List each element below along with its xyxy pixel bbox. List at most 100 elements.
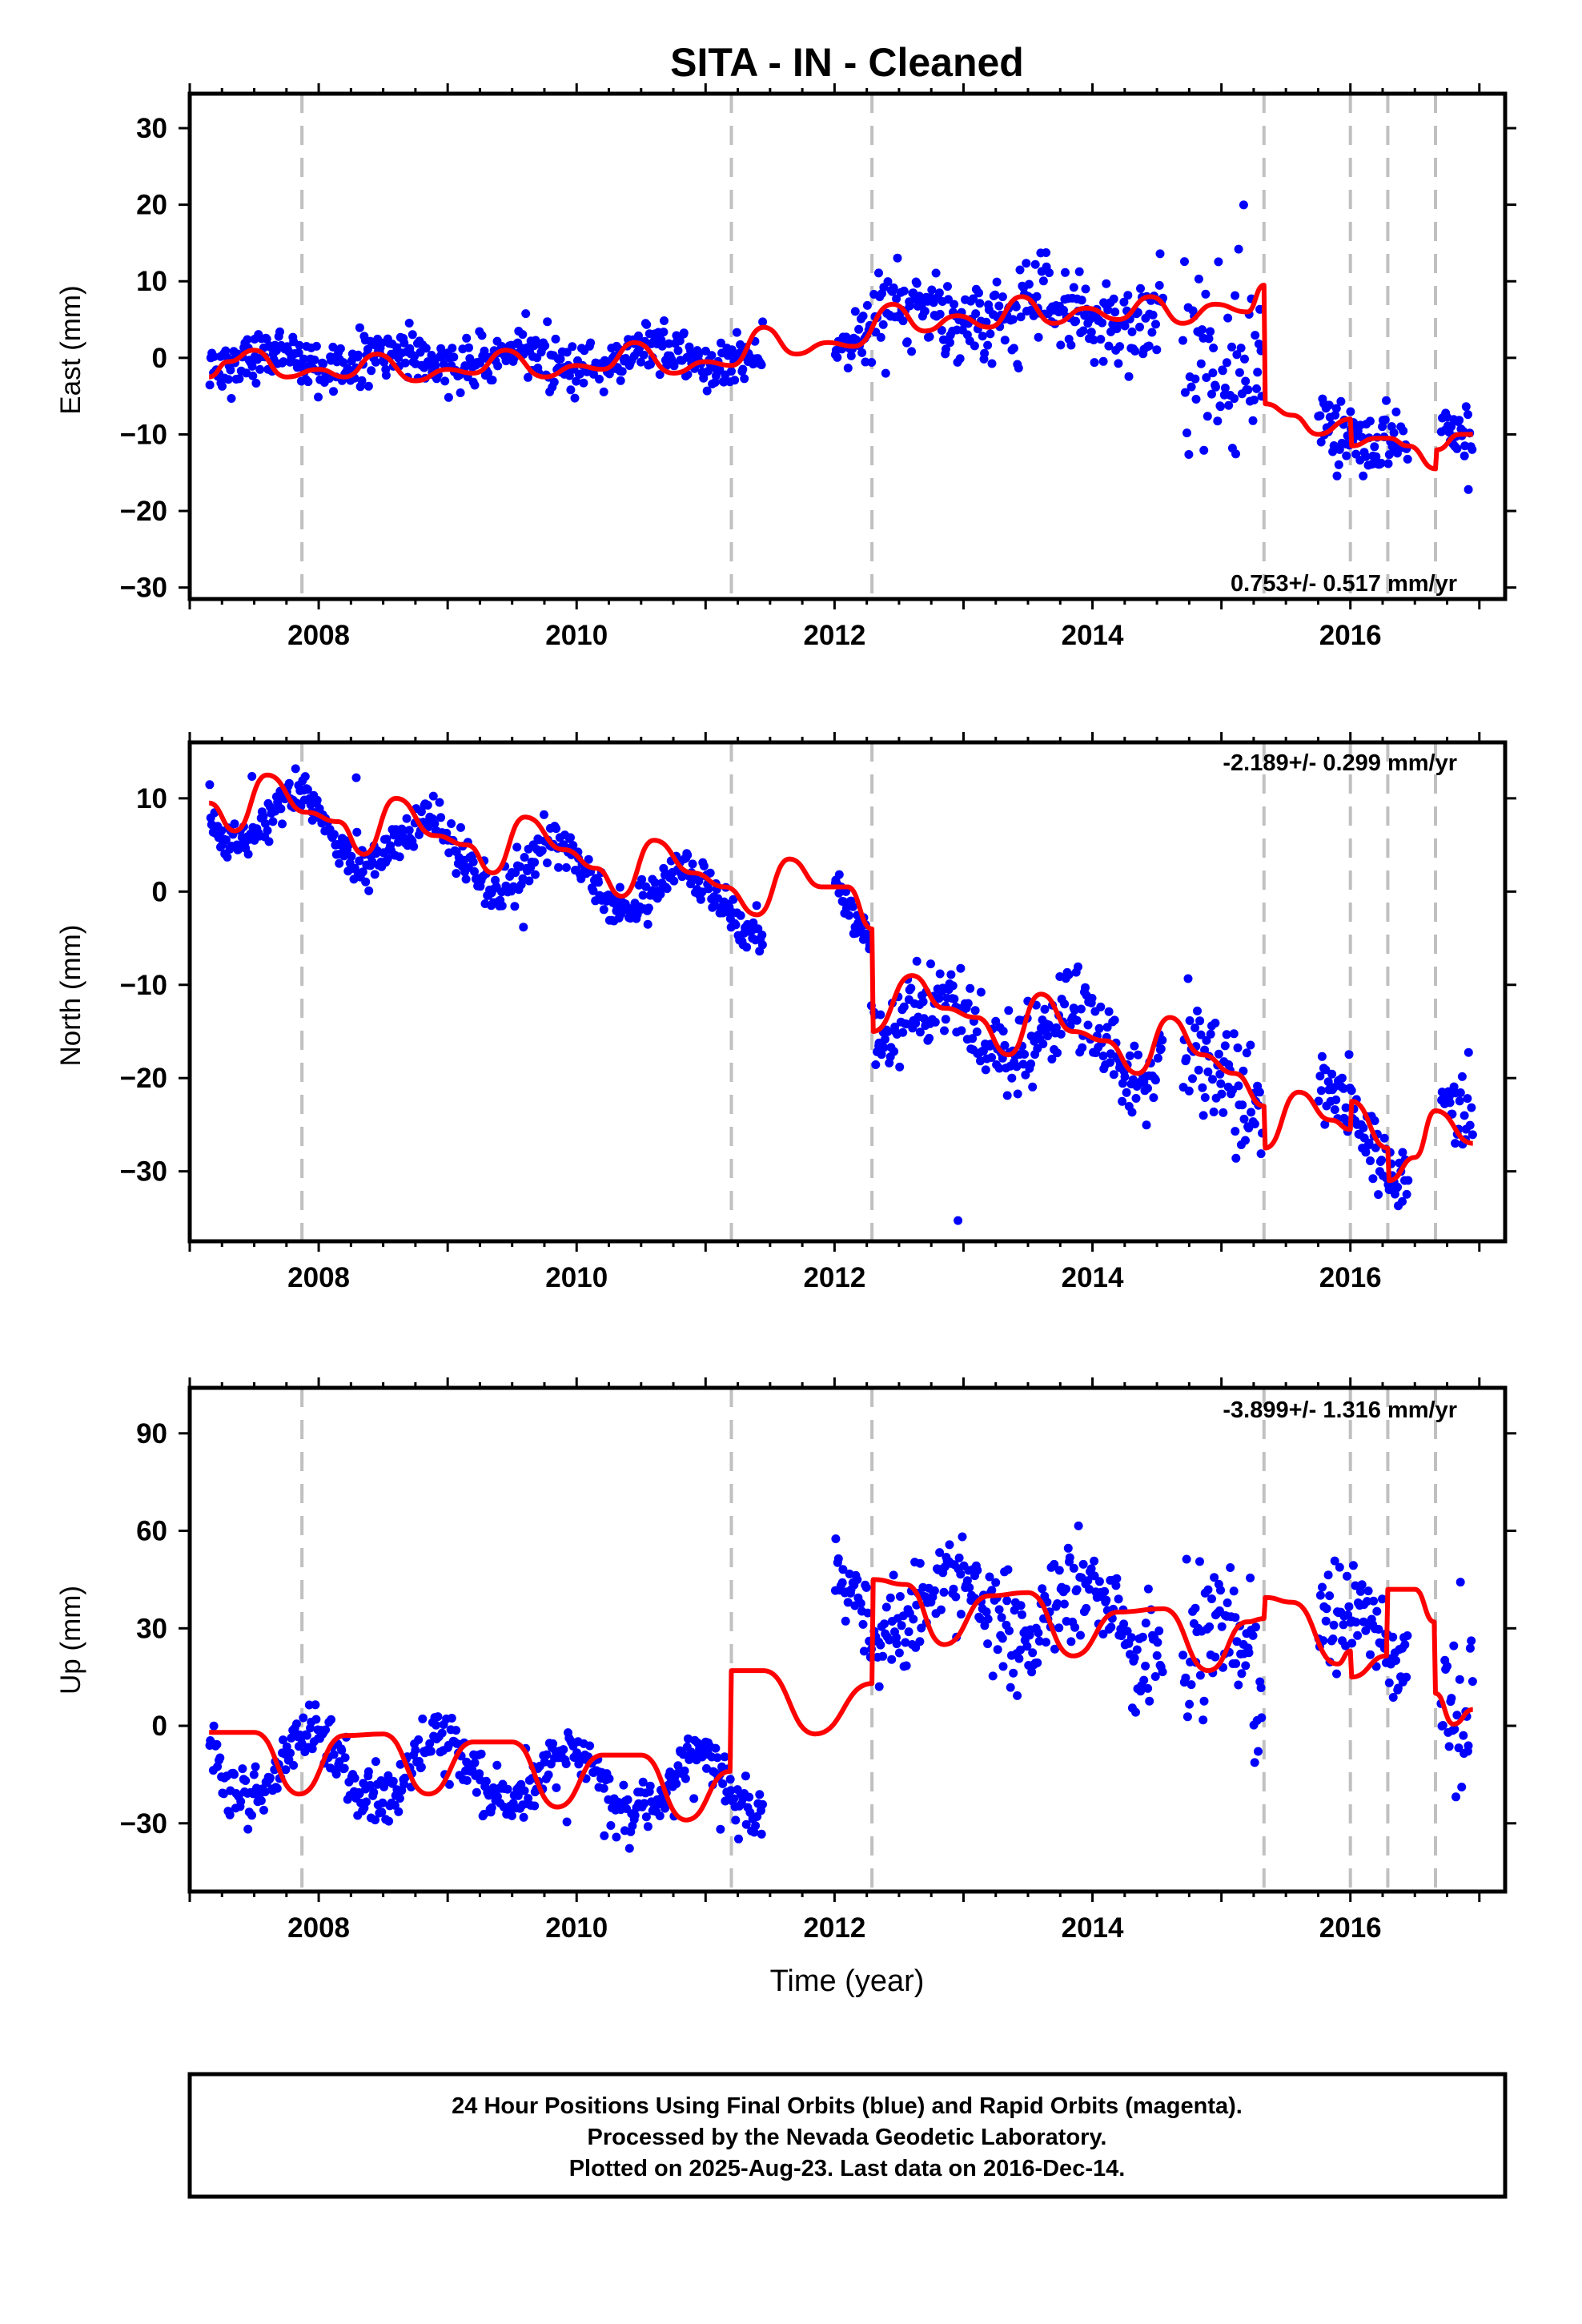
data-point	[414, 1735, 424, 1744]
data-point	[859, 1647, 869, 1656]
data-point	[1467, 1636, 1476, 1646]
data-point	[1247, 1108, 1256, 1117]
data-point	[980, 348, 990, 358]
data-point	[1141, 1618, 1150, 1628]
data-point	[885, 1593, 895, 1602]
data-point	[447, 1714, 456, 1723]
data-point	[925, 1033, 934, 1043]
data-point	[898, 316, 908, 326]
data-point	[559, 1745, 568, 1755]
data-point	[854, 324, 864, 334]
data-point	[1331, 1095, 1341, 1104]
data-point	[992, 277, 1002, 287]
data-point	[623, 1795, 632, 1804]
data-point	[753, 924, 763, 934]
data-point	[876, 332, 885, 342]
data-point	[1325, 1591, 1335, 1601]
data-point	[264, 837, 274, 846]
data-point	[935, 309, 945, 319]
data-point	[1130, 346, 1140, 356]
data-point	[1195, 1671, 1205, 1680]
data-point	[974, 288, 983, 298]
data-point	[850, 307, 860, 316]
data-point	[757, 360, 766, 370]
data-point	[734, 1834, 743, 1844]
data-point	[1062, 1584, 1070, 1594]
data-point	[437, 1728, 447, 1738]
data-point	[934, 288, 944, 298]
data-point	[940, 1026, 949, 1035]
data-point	[1021, 1070, 1030, 1080]
data-point	[552, 824, 561, 834]
rate-label-up: -3.899+/- 1.316 mm/yr	[1223, 1397, 1457, 1423]
data-point	[276, 804, 286, 814]
data-point	[975, 1614, 985, 1623]
data-point	[1066, 1637, 1076, 1647]
data-point	[1131, 1707, 1140, 1717]
data-point	[452, 1726, 461, 1735]
data-point	[1131, 1094, 1141, 1103]
data-point	[329, 1750, 339, 1759]
data-point	[986, 329, 995, 339]
data-point	[757, 940, 767, 950]
data-point	[1154, 1626, 1164, 1635]
data-point	[1205, 1622, 1215, 1631]
data-point	[432, 1720, 441, 1730]
data-point	[757, 931, 767, 939]
data-point	[1018, 1059, 1028, 1069]
data-point	[1069, 283, 1078, 292]
data-point	[1384, 1678, 1394, 1687]
data-point	[1047, 1055, 1057, 1063]
data-point	[1150, 1672, 1160, 1681]
data-point	[904, 1627, 913, 1637]
data-point	[1007, 1073, 1017, 1083]
data-point	[1139, 1675, 1149, 1685]
data-point	[366, 1780, 375, 1790]
data-point	[909, 1614, 918, 1624]
data-point	[1250, 1758, 1259, 1767]
data-point	[1135, 322, 1144, 332]
data-point	[363, 381, 373, 391]
data-point	[351, 773, 361, 782]
data-point	[1402, 1672, 1411, 1682]
data-point	[319, 359, 328, 368]
data-point	[1090, 358, 1099, 368]
data-point	[337, 1746, 347, 1755]
data-point	[1369, 1596, 1379, 1606]
data-point	[1361, 1148, 1371, 1157]
data-point	[1353, 1630, 1363, 1640]
data-point	[1038, 276, 1048, 286]
data-point	[1382, 396, 1391, 405]
data-point	[998, 1662, 1008, 1671]
data-point	[1106, 1622, 1116, 1632]
data-point	[464, 343, 473, 352]
data-point	[901, 1638, 910, 1647]
data-point	[294, 348, 303, 358]
data-point	[1000, 1040, 1010, 1050]
data-point	[261, 819, 270, 828]
data-point	[1100, 1586, 1110, 1596]
data-point	[729, 895, 738, 904]
data-point	[1389, 428, 1399, 437]
data-point	[235, 374, 244, 384]
data-point	[1145, 1696, 1154, 1706]
data-point	[470, 1758, 480, 1767]
model-curve-north	[208, 772, 1474, 1184]
data-point	[1364, 1138, 1374, 1148]
data-point	[892, 1639, 901, 1649]
data-point	[1098, 356, 1108, 366]
data-point	[1182, 428, 1191, 438]
data-point	[1087, 994, 1097, 1003]
data-point	[1329, 1083, 1339, 1092]
data-point	[497, 901, 507, 911]
data-point	[1231, 291, 1240, 300]
data-point	[1355, 1586, 1365, 1596]
data-point	[444, 392, 453, 402]
data-point	[881, 1602, 891, 1612]
data-point	[1216, 402, 1225, 412]
data-point	[299, 1713, 308, 1723]
data-point	[871, 1060, 881, 1069]
data-point	[1185, 1699, 1195, 1709]
data-point	[221, 835, 231, 845]
data-point	[1152, 345, 1162, 355]
